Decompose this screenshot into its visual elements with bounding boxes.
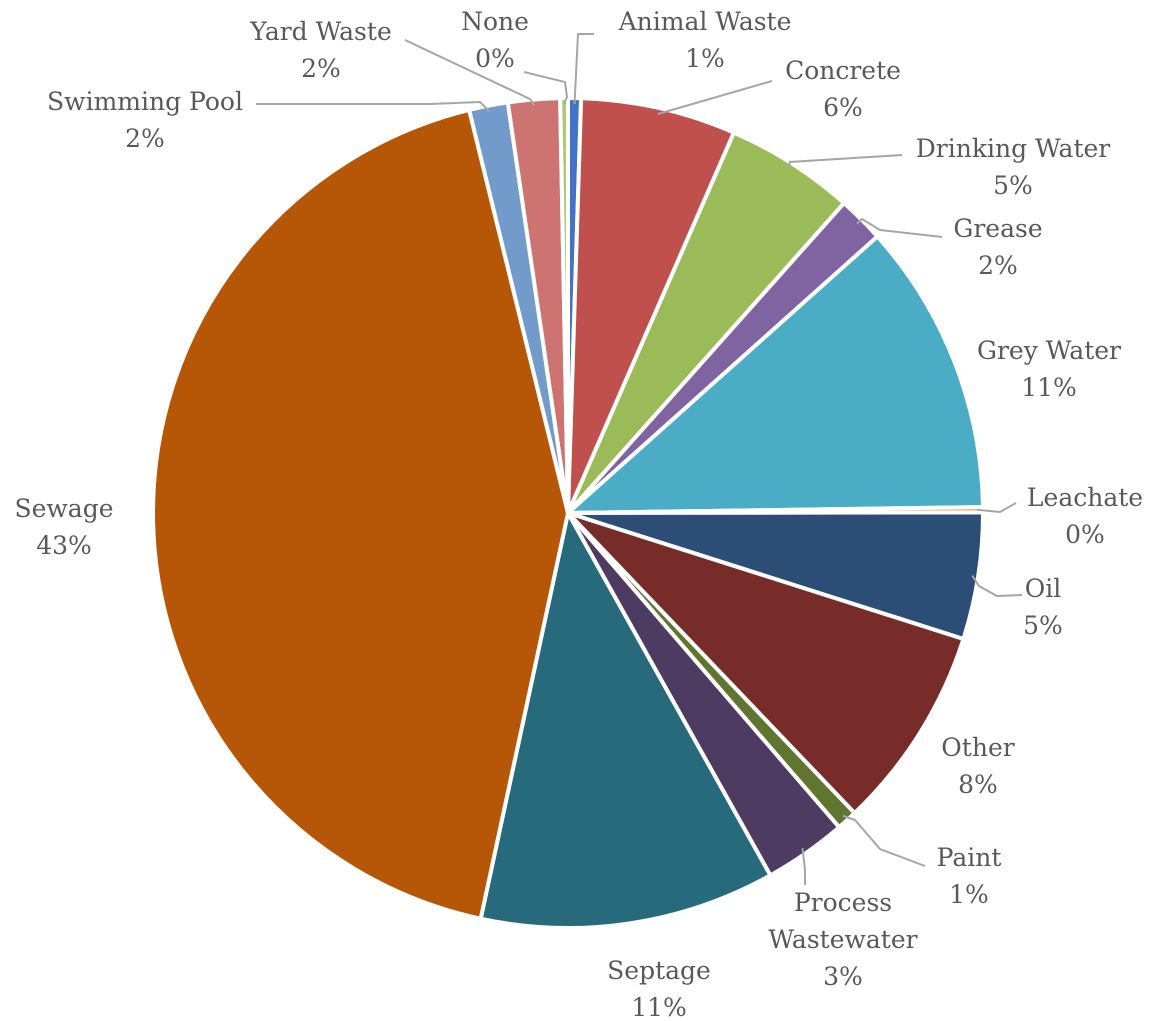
data-label-drinking-water: Drinking Water 5% — [916, 134, 1111, 200]
pie-slice-septage — [478, 511, 773, 930]
data-label-yard-waste: Yard Waste 2% — [249, 17, 391, 83]
pie-slice-concrete — [566, 96, 736, 515]
data-label-septage: Septage 11% — [607, 956, 711, 1021]
data-label-name: Grease — [953, 214, 1042, 243]
data-label-name: Concrete — [785, 56, 901, 85]
data-label-concrete: Concrete 6% — [785, 56, 901, 122]
data-label-name: Other — [941, 733, 1014, 762]
data-label-name: None — [461, 7, 529, 36]
leader-line-animal-waste — [573, 33, 594, 105]
leader-line-concrete — [657, 80, 773, 115]
data-label-value: 11% — [1021, 373, 1077, 402]
leader-line-swimming-pool — [256, 100, 491, 113]
data-label-name: Sewage — [14, 494, 113, 523]
data-label-value: 2% — [978, 251, 1018, 280]
data-label-value: 43% — [36, 531, 92, 560]
data-label-name: Grey Water — [977, 336, 1121, 365]
data-label-name: Paint — [937, 843, 1002, 872]
leader-line-leachate — [976, 502, 1017, 514]
data-label-name: Swimming Pool — [47, 87, 243, 116]
data-label-value: 3% — [823, 962, 863, 991]
pie-slice-grey-water — [566, 234, 985, 515]
data-label-name: Oil — [1025, 574, 1062, 603]
data-label-swimming-pool: Swimming Pool 2% — [47, 87, 243, 153]
data-label-value: 5% — [993, 171, 1033, 200]
leader-line-grease — [856, 217, 943, 238]
data-label-grey-water: Grey Water 11% — [977, 336, 1121, 402]
data-label-animal-waste: Animal Waste 1% — [618, 7, 792, 73]
leader-line-none — [523, 71, 569, 105]
data-label-name: Animal Waste — [618, 7, 792, 36]
leader-lines — [256, 33, 1023, 885]
pie-slices — [151, 95, 986, 930]
data-label-name: Drinking Water — [916, 134, 1111, 163]
data-label-process-wastewater: Process Wastewater 3% — [768, 888, 917, 991]
data-label-value: 2% — [301, 54, 341, 83]
data-label-leachate: Leachate 0% — [1027, 483, 1143, 549]
leader-line-oil — [971, 574, 1023, 598]
pie-slice-sewage — [151, 107, 570, 921]
data-label-other: Other 8% — [941, 733, 1014, 799]
data-label-none: None 0% — [461, 7, 529, 73]
data-label-oil: Oil 5% — [1023, 574, 1063, 640]
data-labels: Animal Waste 1% Concrete 6% Drinking Water 5%… — [14, 7, 1143, 1021]
pie-slice-other — [566, 511, 966, 816]
data-label-value: 6% — [823, 93, 863, 122]
pie-slice-none — [558, 95, 570, 515]
data-label-value: 8% — [958, 770, 998, 799]
leader-line-yard-waste — [404, 39, 536, 106]
data-label-name: Yard Waste — [249, 17, 391, 46]
leader-line-paint — [842, 814, 926, 867]
leader-line-drinking-water — [787, 154, 903, 169]
leader-line-process-wastewater — [801, 847, 806, 885]
data-label-value: 1% — [949, 880, 989, 909]
data-label-value: 2% — [125, 124, 165, 153]
data-label-value: 0% — [1065, 520, 1105, 549]
data-label-paint: Paint 1% — [937, 843, 1002, 909]
data-label-grease: Grease 2% — [953, 214, 1042, 280]
data-label-name: Wastewater — [768, 925, 917, 954]
data-label-value: 11% — [631, 993, 687, 1021]
data-label-name: Septage — [607, 956, 711, 985]
data-label-value: 5% — [1023, 611, 1063, 640]
data-label-name: Leachate — [1027, 483, 1143, 512]
data-label-sewage: Sewage 43% — [14, 494, 113, 560]
data-label-value: 1% — [685, 44, 725, 73]
data-label-value: 0% — [475, 44, 515, 73]
data-label-name: Process — [794, 888, 892, 917]
